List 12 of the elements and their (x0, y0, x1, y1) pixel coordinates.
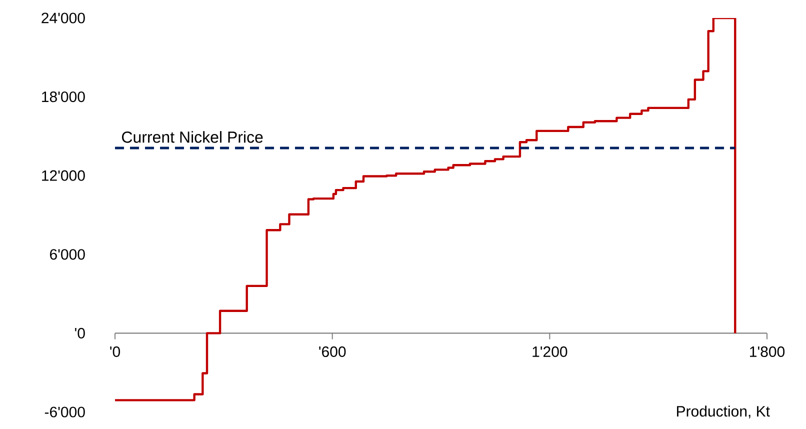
x-tick-label: 1'200 (532, 346, 568, 358)
x-tick-label: 1'800 (750, 346, 785, 358)
y-tick-label: -6'000 (44, 406, 85, 418)
x-tick-label: '0 (110, 346, 120, 358)
y-tick-label: 6'000 (50, 249, 85, 260)
ref-line-label: Current Nickel Price (122, 131, 263, 143)
x-tick-label: '600 (319, 346, 346, 358)
x-axis-title: Production, Kt (677, 406, 770, 418)
y-tick-label: 12'000 (42, 170, 85, 181)
y-tick-label: 18'000 (42, 91, 85, 102)
y-tick-label: '0 (75, 328, 85, 339)
y-tick-label: 24'000 (42, 12, 85, 24)
